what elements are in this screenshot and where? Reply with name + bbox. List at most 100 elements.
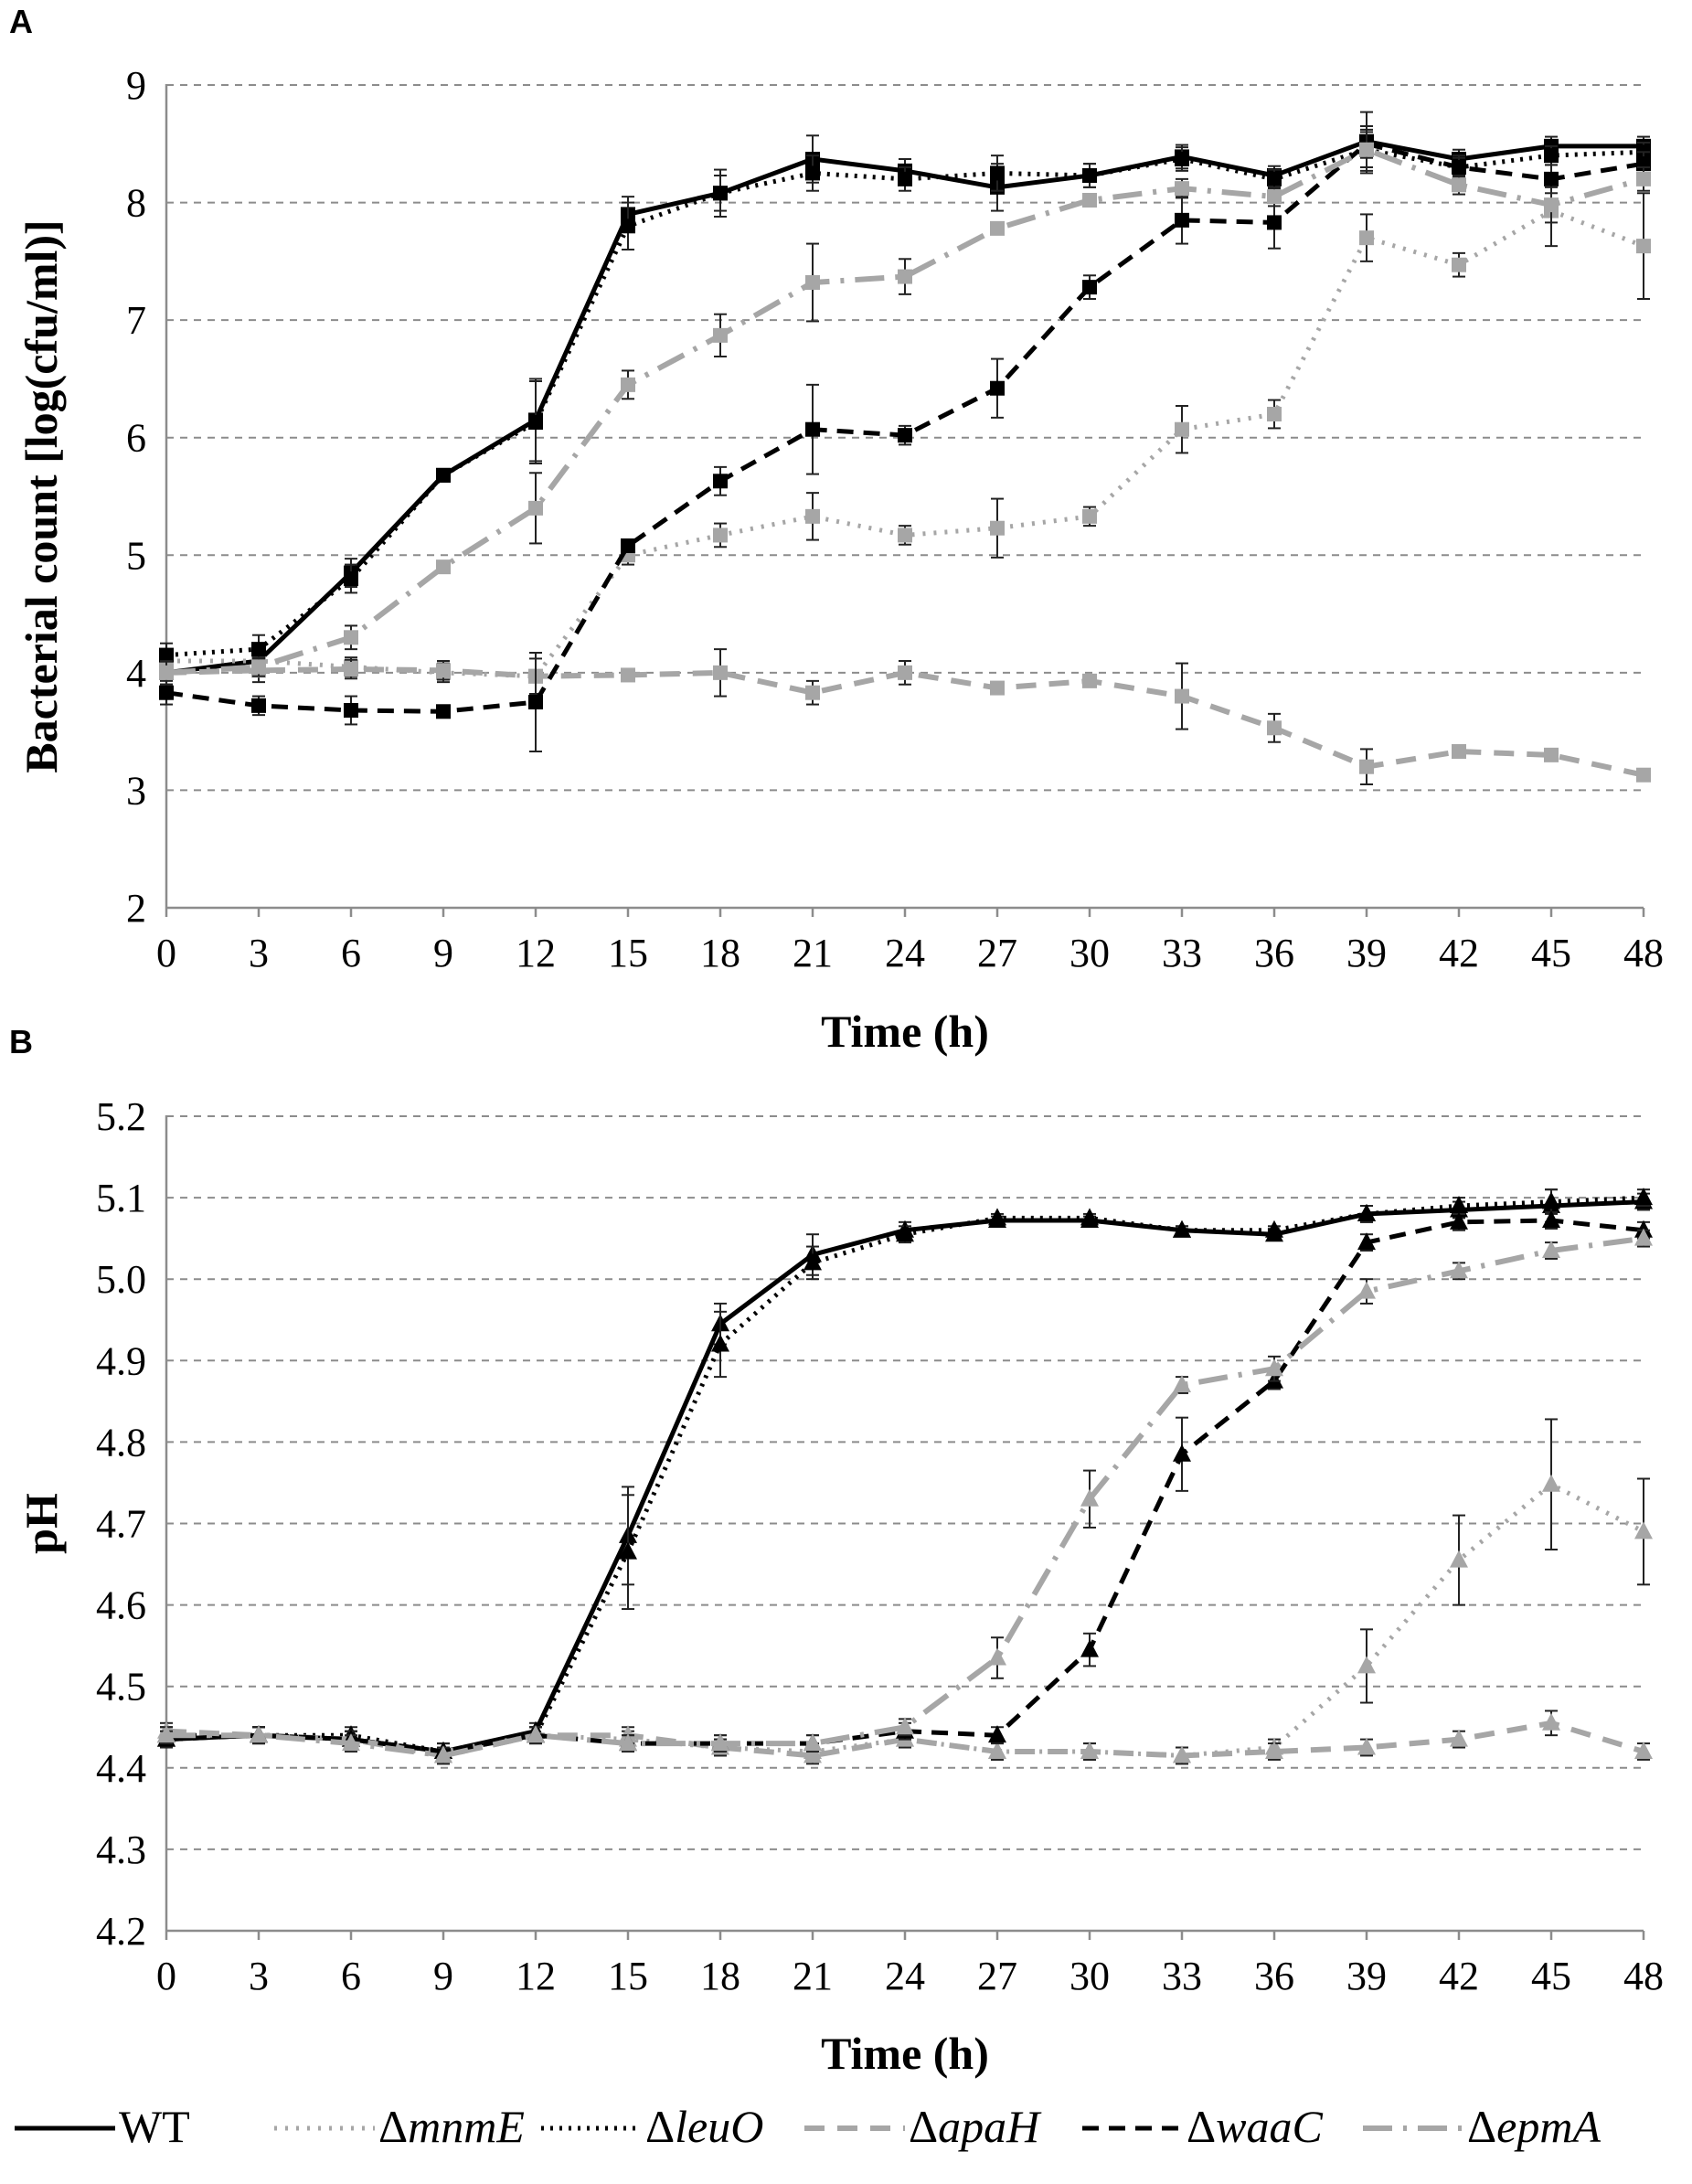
data-point bbox=[1542, 1210, 1560, 1229]
panel-a-xtick-label: 27 bbox=[977, 931, 1017, 975]
data-point bbox=[621, 538, 635, 553]
data-point bbox=[711, 1733, 729, 1752]
data-point bbox=[344, 630, 358, 645]
data-point bbox=[1082, 280, 1097, 295]
data-point bbox=[344, 571, 358, 586]
data-point bbox=[1175, 688, 1189, 704]
data-point bbox=[990, 680, 1005, 696]
panel-b-xtick-label: 30 bbox=[1069, 1954, 1110, 1998]
panel-b-xtick-label: 0 bbox=[156, 1954, 176, 1998]
data-point bbox=[1542, 1241, 1560, 1259]
data-point bbox=[803, 1745, 822, 1763]
series-line bbox=[165, 1199, 1644, 1754]
panel-b-xtick-label: 36 bbox=[1254, 1954, 1294, 1998]
data-point bbox=[1357, 1232, 1376, 1251]
data-point bbox=[1173, 1745, 1191, 1763]
data-point bbox=[898, 527, 912, 543]
panel-b-xtick-label: 24 bbox=[885, 1954, 925, 1998]
data-point bbox=[619, 1541, 637, 1560]
panel-a-xtick-label: 15 bbox=[608, 931, 648, 975]
panel-b-xtick-label: 45 bbox=[1531, 1954, 1571, 1998]
data-point bbox=[1265, 1741, 1283, 1759]
data-point bbox=[1542, 1474, 1560, 1492]
panel-a-xtick-label: 18 bbox=[700, 931, 740, 975]
panel-b-xtick-label: 39 bbox=[1346, 1954, 1387, 1998]
panel-b-xtick-label: 12 bbox=[516, 1954, 556, 1998]
data-point bbox=[436, 559, 451, 575]
data-point bbox=[1450, 1729, 1468, 1747]
legend-item-WT: WT bbox=[15, 2101, 190, 2152]
data-point bbox=[159, 647, 174, 663]
data-point bbox=[805, 685, 820, 700]
panel-b-ytick-label: 4.5 bbox=[96, 1665, 146, 1710]
legend-item-mnmE: ΔmnmE bbox=[274, 2101, 525, 2152]
panel-a-y-axis-title: Bacterial count [log(cfu/ml)] bbox=[16, 219, 67, 772]
data-point bbox=[1173, 1444, 1191, 1462]
data-point bbox=[988, 1208, 1006, 1226]
data-point bbox=[990, 165, 1005, 181]
panel-b-chart: 4.24.34.44.54.64.74.84.95.05.15.20 3 6 9 12 1… bbox=[16, 1094, 1664, 2079]
data-point bbox=[250, 1725, 268, 1743]
data-point bbox=[1173, 1375, 1191, 1393]
data-point bbox=[988, 1647, 1006, 1666]
data-point bbox=[528, 695, 543, 709]
data-point bbox=[528, 415, 543, 430]
legend-item-apaH: ΔapaH bbox=[804, 2101, 1042, 2152]
series-line bbox=[165, 147, 1644, 658]
series-line bbox=[165, 1218, 1644, 1754]
panel-b-xtick-label: 15 bbox=[608, 1954, 648, 1998]
data-point bbox=[1544, 148, 1559, 164]
panel-a-xtick-label: 42 bbox=[1439, 931, 1479, 975]
panel-letter-b: B bbox=[9, 1023, 33, 1060]
data-point bbox=[990, 520, 1005, 536]
panel-b-ytick-label: 4.7 bbox=[96, 1502, 146, 1547]
data-point bbox=[805, 275, 820, 290]
data-point bbox=[805, 421, 820, 437]
data-point bbox=[528, 500, 543, 516]
data-point bbox=[713, 665, 728, 680]
data-point bbox=[898, 428, 912, 443]
panel-a-ytick-label: 8 bbox=[126, 181, 146, 226]
data-point bbox=[621, 377, 635, 392]
data-point bbox=[344, 703, 358, 718]
data-point bbox=[1173, 1220, 1191, 1238]
data-point bbox=[1634, 1521, 1653, 1539]
data-point bbox=[1542, 1191, 1560, 1209]
data-point bbox=[1267, 407, 1282, 421]
data-point bbox=[1175, 152, 1189, 166]
panel-b-xtick-label: 9 bbox=[433, 1954, 453, 1998]
data-point bbox=[619, 1733, 637, 1752]
data-point bbox=[898, 269, 912, 284]
data-point bbox=[1175, 181, 1189, 197]
data-point bbox=[251, 698, 266, 713]
data-point bbox=[1357, 1656, 1376, 1674]
legend-label: ΔwaaC bbox=[1187, 2101, 1324, 2152]
panel-a-xtick-label: 45 bbox=[1531, 931, 1571, 975]
panel-b-y-axis-title: pH bbox=[16, 1493, 67, 1554]
legend: WT ΔmnmE ΔleuO ΔapaH ΔwaaC ΔepmA bbox=[15, 2101, 1601, 2152]
data-point bbox=[159, 685, 174, 700]
data-point bbox=[1450, 1550, 1468, 1568]
data-point bbox=[1357, 1737, 1376, 1755]
panel-a-xtick-label: 33 bbox=[1162, 931, 1202, 975]
data-point bbox=[803, 1733, 822, 1752]
data-point bbox=[621, 667, 635, 683]
data-point bbox=[157, 1725, 176, 1743]
data-point bbox=[1542, 1712, 1560, 1731]
data-point bbox=[1544, 171, 1559, 186]
data-point bbox=[1450, 1196, 1468, 1214]
panel-b-ytick-label: 5.2 bbox=[96, 1094, 146, 1139]
data-point bbox=[527, 1725, 545, 1743]
panel-a-ytick-label: 6 bbox=[126, 416, 146, 461]
panel-a-series-delta-waaC bbox=[159, 128, 1651, 752]
data-point bbox=[1175, 212, 1189, 228]
data-point bbox=[1080, 1741, 1099, 1759]
data-point bbox=[988, 1725, 1006, 1743]
data-point bbox=[434, 1745, 452, 1763]
series-line bbox=[166, 1195, 1644, 1754]
panel-b-xtick-label: 48 bbox=[1623, 1954, 1664, 1998]
legend-label: WT bbox=[119, 2101, 190, 2152]
panel-b-xtick-label: 3 bbox=[249, 1954, 269, 1998]
panel-a-series-delta-epmA bbox=[159, 131, 1651, 686]
legend-item-leuO: ΔleuO bbox=[541, 2101, 763, 2152]
